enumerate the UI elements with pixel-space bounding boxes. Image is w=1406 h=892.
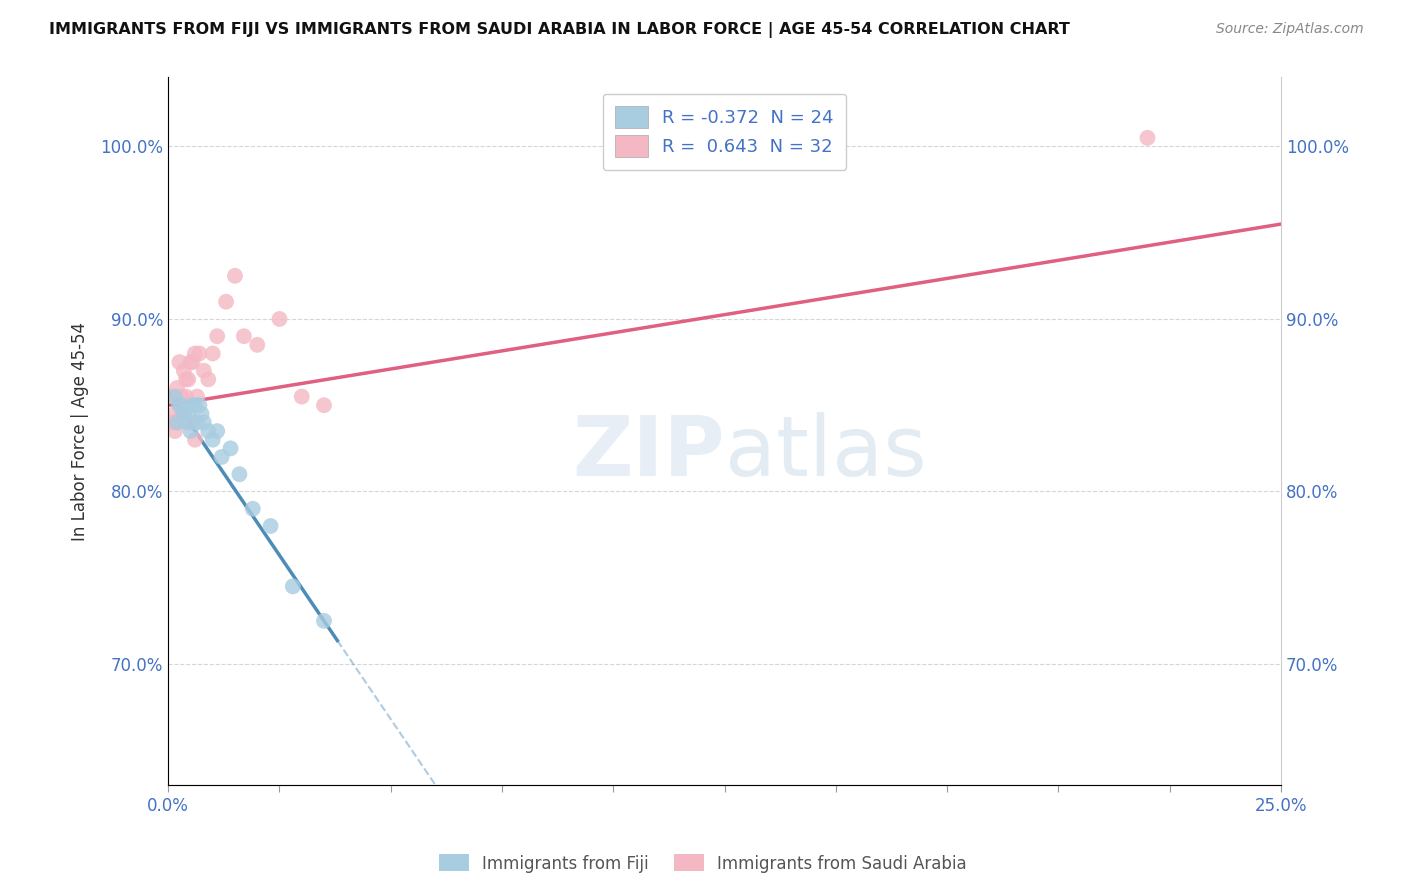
Point xyxy=(181,398,204,412)
Point xyxy=(205,424,228,438)
Point xyxy=(184,433,207,447)
Text: IMMIGRANTS FROM FIJI VS IMMIGRANTS FROM SAUDI ARABIA IN LABOR FORCE | AGE 45-54 : IMMIGRANTS FROM FIJI VS IMMIGRANTS FROM … xyxy=(49,22,1070,38)
Point xyxy=(188,398,211,412)
Point xyxy=(177,407,200,421)
Point xyxy=(177,372,200,386)
Point xyxy=(228,467,250,482)
Point xyxy=(232,329,254,343)
Point xyxy=(170,390,193,404)
Point xyxy=(246,338,269,352)
Point xyxy=(1136,131,1159,145)
Point xyxy=(201,346,224,360)
Point xyxy=(162,416,184,430)
Point xyxy=(193,364,215,378)
Point xyxy=(174,416,197,430)
Point xyxy=(179,355,201,369)
Point xyxy=(259,519,281,533)
Point xyxy=(186,416,208,430)
Point xyxy=(186,390,208,404)
Point xyxy=(201,433,224,447)
Point xyxy=(188,346,211,360)
Legend: R = -0.372  N = 24, R =  0.643  N = 32: R = -0.372 N = 24, R = 0.643 N = 32 xyxy=(603,94,846,170)
Point xyxy=(190,407,212,421)
Point xyxy=(219,442,242,456)
Point xyxy=(211,450,233,464)
Point xyxy=(312,398,335,412)
Point xyxy=(184,346,207,360)
Point xyxy=(184,398,207,412)
Text: Source: ZipAtlas.com: Source: ZipAtlas.com xyxy=(1216,22,1364,37)
Point xyxy=(169,398,191,412)
Point xyxy=(163,424,186,438)
Point xyxy=(291,390,314,404)
Text: atlas: atlas xyxy=(724,412,927,492)
Point xyxy=(197,424,219,438)
Text: ZIP: ZIP xyxy=(572,412,724,492)
Point xyxy=(193,416,215,430)
Point xyxy=(242,501,264,516)
Y-axis label: In Labor Force | Age 45-54: In Labor Force | Age 45-54 xyxy=(72,322,89,541)
Point xyxy=(281,579,304,593)
Point xyxy=(224,268,246,283)
Point xyxy=(163,390,186,404)
Point xyxy=(173,407,195,421)
Point xyxy=(312,614,335,628)
Point xyxy=(174,372,197,386)
Point xyxy=(170,407,193,421)
Point xyxy=(181,355,204,369)
Point xyxy=(166,381,188,395)
Point xyxy=(197,372,219,386)
Point xyxy=(173,364,195,378)
Point xyxy=(215,294,238,309)
Point xyxy=(179,424,201,438)
Point xyxy=(162,390,184,404)
Point xyxy=(169,355,191,369)
Legend: Immigrants from Fiji, Immigrants from Saudi Arabia: Immigrants from Fiji, Immigrants from Sa… xyxy=(433,847,973,880)
Point xyxy=(174,390,197,404)
Point xyxy=(205,329,228,343)
Point xyxy=(163,407,186,421)
Point xyxy=(170,398,193,412)
Point xyxy=(166,416,188,430)
Point xyxy=(179,416,201,430)
Point xyxy=(269,312,291,326)
Point xyxy=(166,416,188,430)
